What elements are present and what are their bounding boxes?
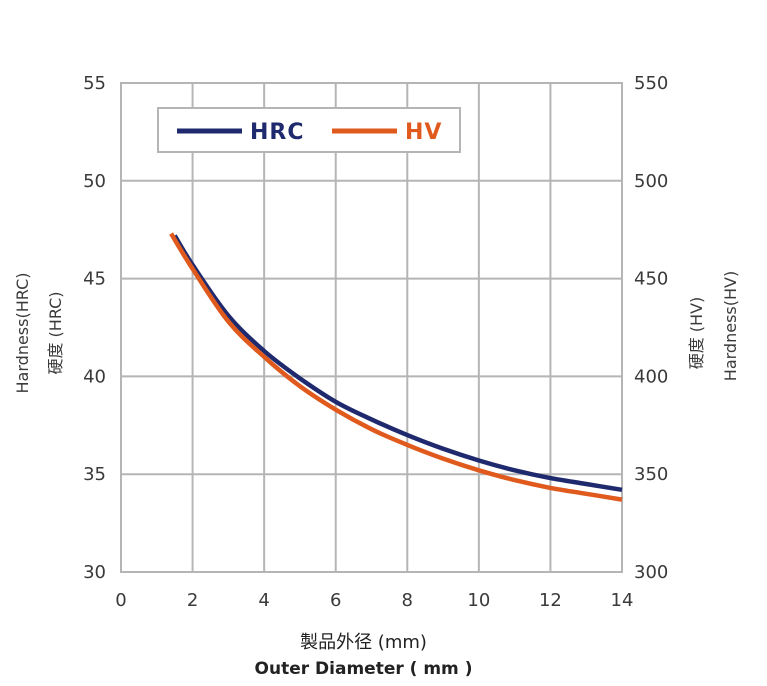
y-tick-label-left: 55 <box>83 73 106 94</box>
y-tick-label-left: 30 <box>83 562 106 583</box>
y-axis-left-title-jp: 硬度 (HRC) <box>46 291 65 374</box>
y-tick-label-left: 45 <box>83 269 106 290</box>
y-tick-label-left: 40 <box>83 366 106 387</box>
y-tick-label-left: 50 <box>83 171 106 192</box>
y-tick-label-right: 400 <box>634 366 668 387</box>
grid <box>120 82 623 573</box>
y-axis-right-title-en: Hardness(HV) <box>721 271 740 381</box>
y-tick-label-right: 550 <box>634 73 668 94</box>
y-tick-label-left: 35 <box>83 464 106 485</box>
series-line-hrc <box>172 234 623 493</box>
x-tick-label: 4 <box>258 590 269 611</box>
series-line-hv <box>169 232 623 502</box>
y-tick-label-right: 300 <box>634 562 668 583</box>
y-tick-label-right: 500 <box>634 171 668 192</box>
y-axis-left-title-en: Hardness(HRC) <box>13 273 32 394</box>
legend: HRC HV <box>157 107 461 153</box>
y-tick-label-right: 450 <box>634 269 668 290</box>
x-tick-label: 8 <box>402 590 413 611</box>
y-axis-right-title-jp: 硬度 (HV) <box>687 297 706 370</box>
y-tick-label-right: 350 <box>634 464 668 485</box>
x-tick-label: 6 <box>330 590 341 611</box>
legend-label-hrc: HRC <box>250 120 305 145</box>
x-axis-title-en: Outer Diameter ( mm ) <box>254 659 473 679</box>
plot-frame <box>120 82 623 573</box>
ticks-layer: 0 2 4 6 8 10 12 14 30 35 40 45 50 55 300 350 400 450 500 55… <box>83 73 668 611</box>
x-tick-label: 10 <box>467 590 490 611</box>
x-axis-title-jp: 製品外径 (mm) <box>300 632 427 653</box>
legend-label-hv: HV <box>405 120 442 145</box>
x-tick-label: 0 <box>115 590 126 611</box>
x-tick-label: 2 <box>187 590 198 611</box>
series-layer <box>169 232 623 502</box>
x-tick-label: 12 <box>539 590 562 611</box>
x-tick-label: 14 <box>611 590 634 611</box>
